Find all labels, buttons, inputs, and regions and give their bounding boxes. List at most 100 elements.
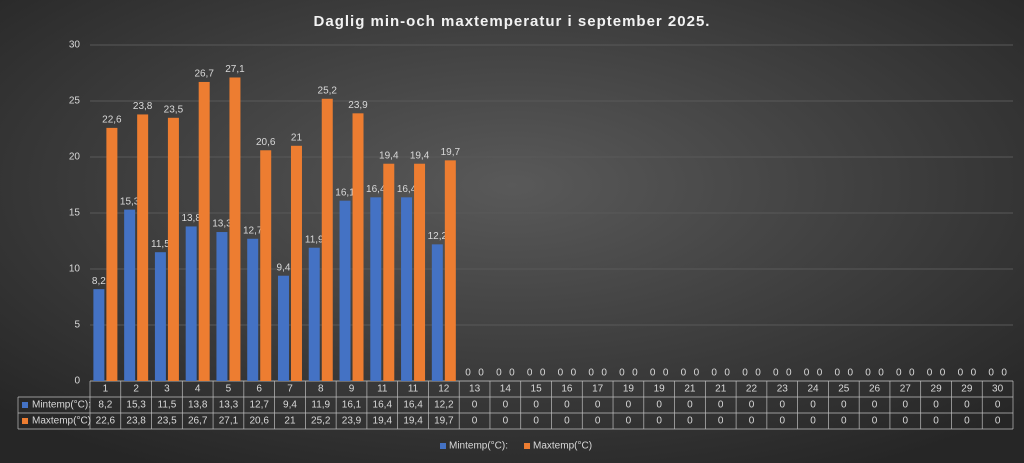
- table-cell: 0: [687, 416, 693, 427]
- x-tick-label: 25: [838, 384, 850, 395]
- table-cell: 8,2: [98, 400, 112, 411]
- data-label: 9,4: [277, 262, 291, 273]
- bar: [339, 200, 351, 381]
- x-tick-label: 5: [226, 384, 232, 395]
- table-cell: 0: [564, 416, 570, 427]
- y-tick-label: 5: [74, 320, 80, 331]
- table-cell: 0: [933, 416, 939, 427]
- x-tick-label: 8: [318, 384, 324, 395]
- table-cell: 23,9: [342, 416, 362, 427]
- table-cell: 16,4: [403, 400, 423, 411]
- bar: [401, 197, 413, 381]
- table-cell: 27,1: [219, 416, 239, 427]
- table-cell: 0: [995, 400, 1001, 411]
- bar: [167, 117, 179, 382]
- data-label: 23,5: [164, 104, 184, 115]
- table-cell: 0: [656, 416, 662, 427]
- data-label: 0: [558, 368, 564, 379]
- data-label: 15,3: [120, 196, 140, 207]
- table-cell: 0: [964, 400, 970, 411]
- table-cell: 0: [503, 416, 509, 427]
- bar: [414, 163, 426, 381]
- data-label: 23,8: [133, 101, 153, 112]
- table-cell: 13,8: [188, 400, 208, 411]
- bar: [431, 244, 443, 381]
- data-label: 20,6: [256, 137, 276, 148]
- table-cell: 25,2: [311, 416, 331, 427]
- data-label: 0: [509, 368, 515, 379]
- y-tick-label: 25: [69, 96, 81, 107]
- x-tick-label: 19: [623, 384, 635, 395]
- table-cell: 0: [872, 416, 878, 427]
- table-cell: 0: [595, 416, 601, 427]
- table-cell: 16,4: [373, 400, 393, 411]
- legend-label: Mintemp(°C):: [449, 441, 508, 452]
- data-label: 12,7: [243, 225, 263, 236]
- data-label: 12,2: [428, 231, 448, 242]
- data-label: 0: [848, 368, 854, 379]
- table-cell: 0: [626, 416, 632, 427]
- table-cell: 0: [472, 416, 478, 427]
- x-tick-label: 24: [807, 384, 819, 395]
- x-tick-label: 9: [349, 384, 355, 395]
- y-tick-label: 10: [69, 264, 81, 275]
- x-tick-label: 27: [900, 384, 912, 395]
- data-label: 0: [835, 368, 841, 379]
- data-label: 0: [1001, 368, 1007, 379]
- data-label: 0: [909, 368, 915, 379]
- x-tick-label: 16: [561, 384, 573, 395]
- data-label: 23,9: [348, 100, 368, 111]
- data-label: 0: [755, 368, 761, 379]
- data-label: 0: [742, 368, 748, 379]
- table-cell: 0: [933, 400, 939, 411]
- table-cell: 0: [810, 416, 816, 427]
- bar: [290, 145, 302, 381]
- y-tick-label: 15: [69, 208, 81, 219]
- table-cell: 0: [533, 400, 539, 411]
- table-cell: 13,3: [219, 400, 239, 411]
- x-tick-label: 29: [931, 384, 943, 395]
- data-label: 0: [878, 368, 884, 379]
- x-tick-label: 23: [777, 384, 789, 395]
- data-label: 0: [465, 368, 471, 379]
- y-tick-label: 0: [74, 376, 80, 387]
- data-label: 13,8: [181, 213, 201, 224]
- data-label: 22,6: [102, 115, 122, 126]
- data-label: 26,7: [194, 69, 214, 80]
- bar: [229, 77, 241, 381]
- data-label: 19,4: [410, 150, 430, 161]
- table-legend-key: [22, 402, 28, 408]
- data-label: 0: [773, 368, 779, 379]
- legend-key: [524, 443, 531, 449]
- table-cell: 0: [718, 400, 724, 411]
- x-tick-label: 12: [438, 384, 450, 395]
- table-cell: 0: [841, 400, 847, 411]
- table-cell: 26,7: [188, 416, 208, 427]
- data-label: 0: [940, 368, 946, 379]
- data-label: 0: [865, 368, 871, 379]
- table-cell: 19,4: [373, 416, 393, 427]
- x-tick-label: 2: [133, 384, 139, 395]
- data-label: 0: [571, 368, 577, 379]
- data-label: 0: [663, 368, 669, 379]
- data-label: 0: [786, 368, 792, 379]
- table-cell: 0: [903, 416, 909, 427]
- chart-title: Daglig min-och maxtemperatur i september…: [314, 13, 711, 30]
- table-cell: 0: [595, 400, 601, 411]
- x-tick-label: 4: [195, 384, 201, 395]
- x-tick-label: 22: [746, 384, 758, 395]
- table-cell: 23,8: [126, 416, 146, 427]
- table-cell: 0: [718, 416, 724, 427]
- bar: [106, 127, 118, 381]
- data-label: 0: [601, 368, 607, 379]
- data-label: 27,1: [225, 64, 245, 75]
- table-cell: 15,3: [126, 400, 146, 411]
- data-label: 0: [478, 368, 484, 379]
- table-cell: 0: [872, 400, 878, 411]
- table-cell: 16,1: [342, 400, 362, 411]
- legend-label: Maxtemp(°C): [533, 441, 592, 452]
- data-label: 0: [527, 368, 533, 379]
- data-label: 0: [711, 368, 717, 379]
- bar: [247, 238, 259, 381]
- data-label: 0: [694, 368, 700, 379]
